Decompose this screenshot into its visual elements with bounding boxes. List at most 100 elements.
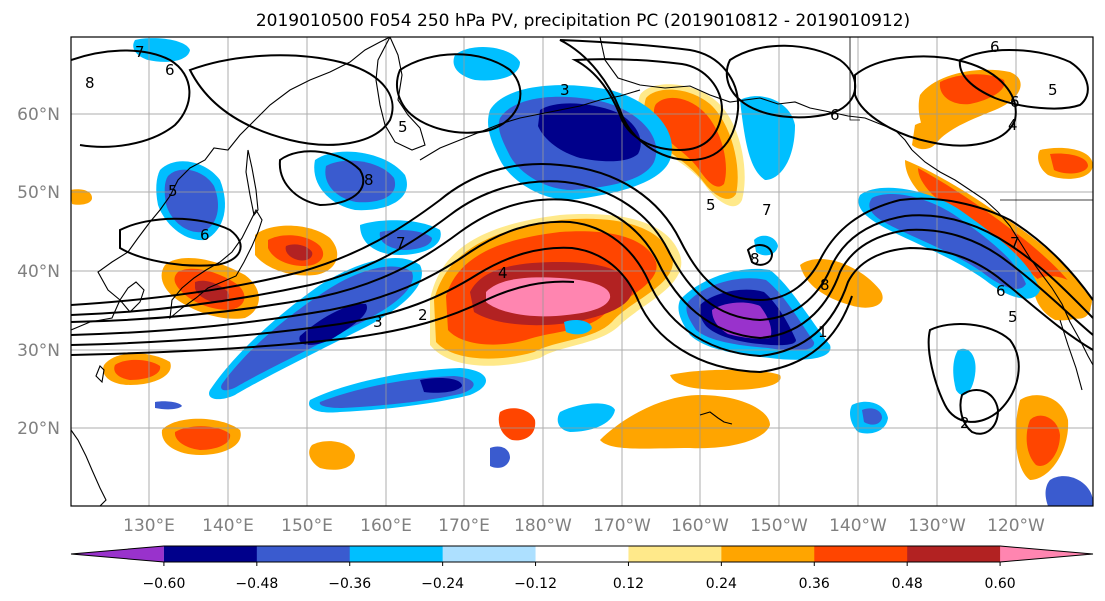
coastline-baja [1059,319,1083,391]
colorbar: −0.60 −0.48 −0.36 −0.24 −0.12 0.12 0.24 0.36 0.4… [70,545,1094,592]
pv-contour [71,280,575,356]
precip-negative-region [490,446,510,468]
pv-contour [959,389,1000,435]
contour-label: 7 [1010,234,1020,252]
contour-label: 8 [364,171,374,189]
lon-label: 150°W [750,516,808,536]
coastline-canada-interior [849,37,860,121]
colorbar-bin [163,546,258,562]
colorbar-bin [628,546,722,562]
pv-contour [71,220,1093,358]
contour-label: 7 [135,43,145,61]
lat-axis-labels: 60°N 50°N 40°N 30°N 20°N [17,105,60,439]
lon-label: 170°W [593,516,651,536]
coastline-alaska [599,37,913,151]
colorbar-tick-label: −0.36 [328,576,371,592]
lat-label: 20°N [17,419,60,439]
pv-contour [725,44,857,119]
precip-positive-region [309,441,355,470]
precip-negative-region [133,38,190,62]
colorbar-tick-label: 0.48 [892,576,923,592]
precip-negative-region [557,403,615,432]
contour-label: 6 [990,38,1000,56]
precip-positive-region [1050,153,1088,174]
precip-positive-region [670,369,781,390]
lon-label: 160°E [360,516,412,536]
pv-contour [188,54,394,146]
lon-label: 140°E [202,516,254,536]
map-title: 2019010500 F054 250 hPa PV, precipitatio… [256,11,910,31]
coastline-kamchatka [375,37,426,151]
contour-label: 6 [830,106,840,124]
contour-label: 5 [1048,81,1058,99]
colorbar-bin [721,546,815,562]
contour-label: 8 [750,250,760,268]
colorbar-bin [71,546,164,562]
colorbar-tick-label: 0.60 [985,576,1016,592]
lat-label: 30°N [17,341,60,361]
lon-label: 120°W [987,516,1045,536]
precip-negative-region [420,378,462,393]
contour-label: 4 [1008,116,1018,134]
colorbar-bin [349,546,444,562]
contour-label: 2 [960,414,970,432]
contour-label: 1 [818,323,828,341]
lon-label: 150°E [281,516,333,536]
contour-label: 7 [762,201,772,219]
contour-label: 5 [398,118,408,136]
contour-label: 6 [165,61,175,79]
precip-positive-region [71,189,92,205]
gridlines [71,37,1093,506]
pv-contour [559,39,740,162]
colorbar-tick-label: −0.48 [235,576,278,592]
coastline-philippines [71,429,107,506]
precip-positive-region [653,97,726,187]
map-frame [70,36,1094,507]
coastline-asia [71,37,391,331]
pv-contour [571,58,724,152]
lon-axis-labels: 130°E 140°E 150°E 160°E 170°E 180°W 170°… [123,516,1045,536]
precip-positive-region [285,244,313,261]
contour-label: 8 [85,74,95,92]
pv-contours [71,39,1093,435]
colorbar-bin [907,546,1001,562]
precip-negative-region [953,348,976,395]
contour-label: 8 [820,276,830,294]
precip-positive-region [174,426,231,450]
contour-label: 5 [168,182,178,200]
lat-label: 50°N [17,183,60,203]
lon-label: 160°W [671,516,729,536]
coastline-japan [169,208,263,320]
pv-contour [396,53,522,134]
lon-label: 130°W [908,516,966,536]
precip-negative-region [155,401,182,410]
pv-contour [71,246,853,374]
colorbar-bin [814,546,908,562]
pv-contour [119,217,242,267]
precip-positive-region [600,395,770,449]
pv-contour [71,180,1093,322]
coastline-taiwan [95,365,105,384]
precip-negative-region [164,169,218,233]
precip-negative-region [869,194,1026,289]
precip-positive-region [939,74,1005,105]
colorbar-tick-label: 0.12 [613,576,644,592]
colorbar-bin [442,546,537,562]
colorbar-tick-label: 0.36 [799,576,830,592]
contour-label: 6 [996,282,1006,300]
lon-label: 180°W [514,516,572,536]
colorbar-tick-label: 0.24 [706,576,737,592]
colorbar-bin [256,546,351,562]
lon-label: 170°E [438,516,490,536]
precip-positive-region [912,122,939,150]
precip-negative-region [379,230,432,250]
coastline-aleutians [419,89,641,161]
coastline-sakhalin [245,149,259,217]
pv-contour [958,49,1089,110]
pv-contour [71,198,1093,340]
pv-contour [71,49,191,148]
pv-contour [746,244,774,266]
pv-contour [71,163,1093,306]
contour-label: 5 [706,196,716,214]
